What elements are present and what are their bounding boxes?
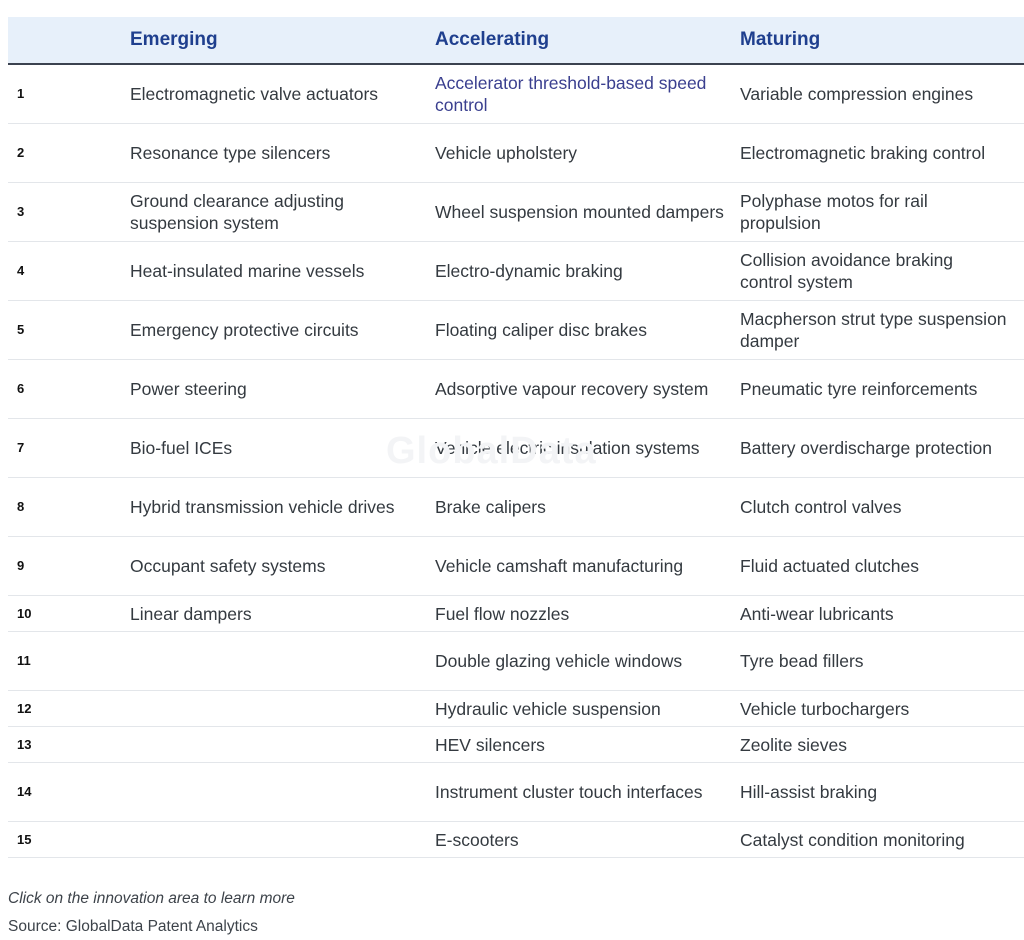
emerging-cell[interactable]: Bio-fuel ICEs xyxy=(130,438,233,458)
row-number: 2 xyxy=(17,145,25,160)
maturing-cell[interactable]: Tyre bead fillers xyxy=(740,651,864,671)
accelerating-cell[interactable]: E-scooters xyxy=(435,829,519,850)
maturing-cell[interactable]: Clutch control valves xyxy=(740,497,902,517)
row-number: 12 xyxy=(17,700,32,716)
emerging-cell[interactable]: Electromagnetic valve actuators xyxy=(130,84,379,104)
header-accelerating: Accelerating xyxy=(435,29,550,50)
emerging-cell xyxy=(130,763,435,821)
table-row: 11 Double glazing vehicle windows Tyre b… xyxy=(8,632,1024,691)
table-row: 3 Ground clearance adjusting suspension … xyxy=(8,183,1024,242)
maturing-cell[interactable]: Electromagnetic braking control xyxy=(740,143,986,163)
accelerating-cell[interactable]: Floating caliper disc brakes xyxy=(435,320,648,340)
maturing-cell[interactable]: Catalyst condition monitoring xyxy=(740,829,965,850)
maturing-cell[interactable]: Zeolite sieves xyxy=(740,734,847,755)
row-number: 9 xyxy=(17,558,25,573)
maturing-cell[interactable]: Variable compression engines xyxy=(740,84,974,104)
accelerating-cell[interactable]: Wheel suspension mounted dampers xyxy=(435,202,724,222)
accelerating-cell-link[interactable]: Accelerator threshold-based speed contro… xyxy=(435,73,707,115)
emerging-cell[interactable]: Ground clearance adjusting suspension sy… xyxy=(130,191,345,233)
source-credit: Source: GlobalData Patent Analytics xyxy=(8,918,258,935)
row-number: 15 xyxy=(17,831,32,847)
table-row: 15 E-scooters Catalyst condition monitor… xyxy=(8,822,1024,858)
accelerating-cell[interactable]: Vehicle electric insulation systems xyxy=(435,438,700,458)
emerging-cell xyxy=(130,822,435,857)
accelerating-cell[interactable]: Vehicle upholstery xyxy=(435,143,578,163)
row-number: 7 xyxy=(17,440,25,455)
row-number: 4 xyxy=(17,263,25,278)
row-number: 8 xyxy=(17,499,25,514)
emerging-cell xyxy=(130,727,435,762)
row-number: 14 xyxy=(17,784,32,799)
maturing-cell[interactable]: Pneumatic tyre reinforcements xyxy=(740,379,978,399)
row-number: 11 xyxy=(17,653,31,668)
accelerating-cell[interactable]: Adsorptive vapour recovery system xyxy=(435,379,709,399)
header-number xyxy=(8,17,130,63)
maturing-cell[interactable]: Collision avoidance braking control syst… xyxy=(740,250,954,292)
table-row: 12 Hydraulic vehicle suspension Vehicle … xyxy=(8,691,1024,727)
row-number: 5 xyxy=(17,322,25,337)
emerging-cell xyxy=(130,632,435,690)
maturing-cell[interactable]: Fluid actuated clutches xyxy=(740,556,919,576)
table-row: 10 Linear dampers Fuel flow nozzles Anti… xyxy=(8,596,1024,632)
row-number: 6 xyxy=(17,381,25,396)
maturing-cell[interactable]: Battery overdischarge protection xyxy=(740,438,992,458)
footnote-instruction: Click on the innovation area to learn mo… xyxy=(8,890,295,907)
table-row: 2 Resonance type silencers Vehicle uphol… xyxy=(8,124,1024,183)
accelerating-cell[interactable]: Instrument cluster touch interfaces xyxy=(435,782,703,802)
accelerating-cell[interactable]: Fuel flow nozzles xyxy=(435,603,570,624)
accelerating-cell[interactable]: HEV silencers xyxy=(435,734,545,755)
table-row: 4 Heat-insulated marine vessels Electro-… xyxy=(8,242,1024,301)
row-number: 13 xyxy=(17,736,32,752)
accelerating-cell[interactable]: Electro-dynamic braking xyxy=(435,261,623,281)
maturing-cell[interactable]: Polyphase motos for rail propulsion xyxy=(740,191,928,233)
accelerating-cell[interactable]: Double glazing vehicle windows xyxy=(435,651,683,671)
accelerating-cell[interactable]: Hydraulic vehicle suspension xyxy=(435,698,661,719)
emerging-cell[interactable]: Heat-insulated marine vessels xyxy=(130,261,365,281)
row-number: 3 xyxy=(17,204,25,219)
innovation-table: Emerging Accelerating Maturing 1 Electro… xyxy=(8,17,1024,858)
table-row: 5 Emergency protective circuits Floating… xyxy=(8,301,1024,360)
maturing-cell[interactable]: Macpherson strut type suspension damper xyxy=(740,309,1007,351)
accelerating-cell[interactable]: Vehicle camshaft manufacturing xyxy=(435,556,684,576)
maturing-cell[interactable]: Vehicle turbochargers xyxy=(740,698,910,719)
header-maturing: Maturing xyxy=(740,29,821,50)
emerging-cell[interactable]: Occupant safety systems xyxy=(130,556,326,576)
emerging-cell[interactable]: Resonance type silencers xyxy=(130,143,331,163)
maturing-cell[interactable]: Hill-assist braking xyxy=(740,782,878,802)
emerging-cell[interactable]: Power steering xyxy=(130,379,247,399)
emerging-cell[interactable]: Emergency protective circuits xyxy=(130,320,359,340)
table-header: Emerging Accelerating Maturing xyxy=(8,17,1024,65)
table-row: 9 Occupant safety systems Vehicle camsha… xyxy=(8,537,1024,596)
table-row: 8 Hybrid transmission vehicle drives Bra… xyxy=(8,478,1024,537)
row-number: 10 xyxy=(17,605,32,621)
emerging-cell xyxy=(130,691,435,726)
maturing-cell[interactable]: Anti-wear lubricants xyxy=(740,603,894,624)
row-number: 1 xyxy=(17,86,25,101)
table-row: 14 Instrument cluster touch interfaces H… xyxy=(8,763,1024,822)
header-emerging: Emerging xyxy=(130,29,218,50)
table-row: 1 Electromagnetic valve actuators Accele… xyxy=(8,65,1024,124)
emerging-cell[interactable]: Linear dampers xyxy=(130,603,252,624)
emerging-cell[interactable]: Hybrid transmission vehicle drives xyxy=(130,497,395,517)
table-row: 13 HEV silencers Zeolite sieves xyxy=(8,727,1024,763)
accelerating-cell[interactable]: Brake calipers xyxy=(435,497,546,517)
table-row: 7 Bio-fuel ICEs Vehicle electric insulat… xyxy=(8,419,1024,478)
table-row: 6 Power steering Adsorptive vapour recov… xyxy=(8,360,1024,419)
